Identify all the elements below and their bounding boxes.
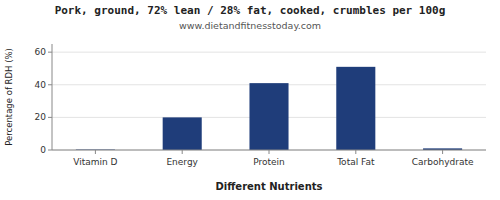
chart: Pork, ground, 72% lean / 28% fat, cooked…: [0, 0, 500, 200]
x-tick: [355, 150, 356, 154]
x-tick: [182, 150, 183, 154]
y-tick: [48, 52, 52, 53]
y-tick: [48, 150, 52, 151]
y-tick: [48, 84, 52, 85]
x-tick-label: Total Fat: [336, 157, 375, 167]
x-axis: Vitamin D Energy Protein Total Fat Carbohydr…: [73, 150, 474, 167]
y-axis-label: Percentage of RDH (%): [4, 48, 14, 146]
y-tick-label: 40: [35, 80, 47, 90]
y-axis-line: [52, 44, 53, 150]
title: Pork, ground, 72% lean / 28% fat, cooked…: [55, 4, 446, 17]
grid: [52, 52, 486, 150]
x-tick-label: Carbohydrate: [412, 157, 474, 167]
x-tick: [442, 150, 443, 154]
x-tick-label: Protein: [253, 157, 285, 167]
y-tick-label: 0: [40, 145, 46, 155]
subtitle: www.dietandfitnesstoday.com: [179, 20, 321, 31]
y-tick-label: 20: [35, 112, 47, 122]
x-tick: [269, 150, 270, 154]
x-axis-label: Different Nutrients: [216, 181, 323, 192]
y-tick: [48, 117, 52, 118]
bar: [249, 83, 288, 150]
bar: [336, 67, 375, 150]
bar: [163, 117, 202, 150]
chart-container: Pork, ground, 72% lean / 28% fat, cooked…: [0, 0, 500, 200]
y-axis: 0 20 40 60: [35, 47, 52, 155]
x-tick-label: Energy: [166, 157, 198, 167]
bars: [76, 67, 462, 150]
x-tick-label: Vitamin D: [73, 157, 117, 167]
x-tick: [95, 150, 96, 154]
y-tick-label: 60: [35, 47, 47, 57]
grid-line: [52, 52, 486, 53]
